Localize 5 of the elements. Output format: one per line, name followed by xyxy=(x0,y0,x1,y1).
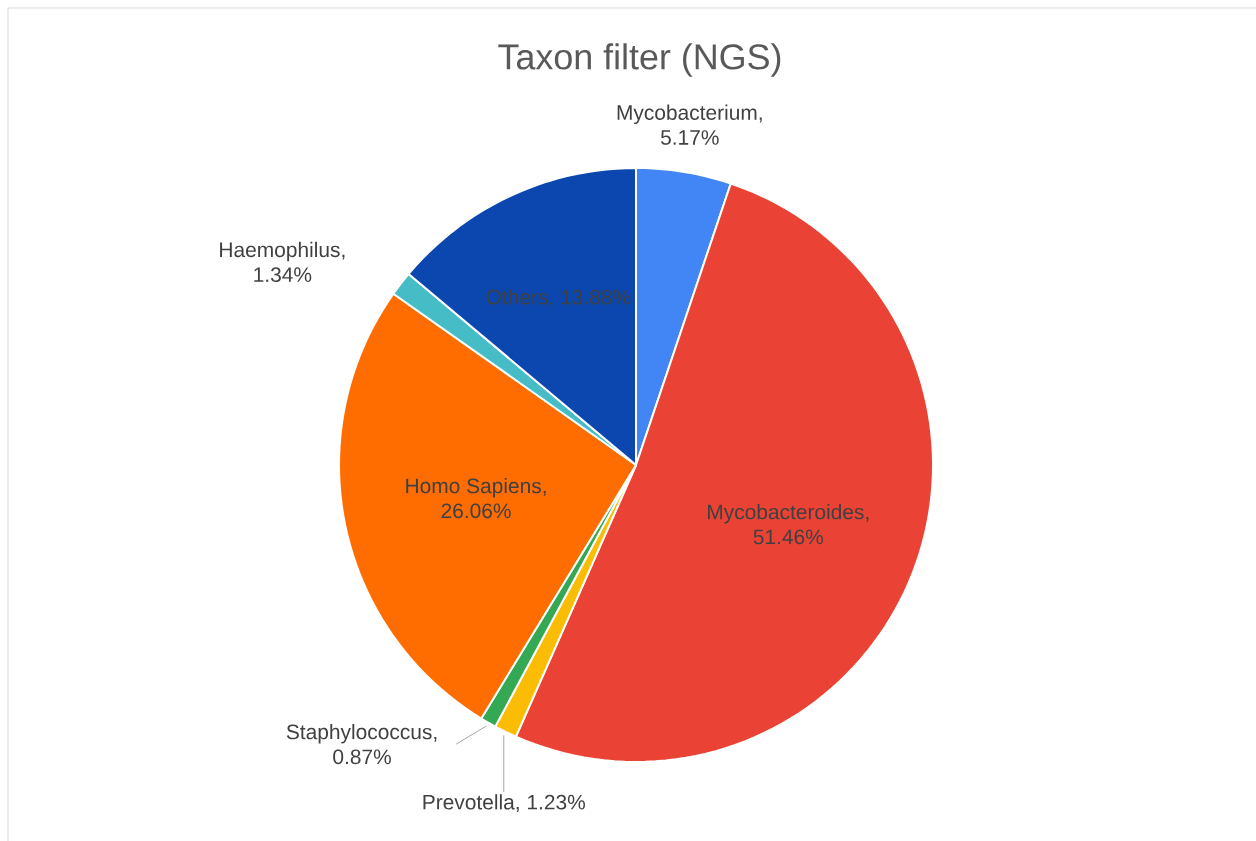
slice-label: Prevotella xyxy=(423,794,515,810)
data-label: , 1.23% xyxy=(516,794,585,813)
chart-title: Taxon filter (NGS) xyxy=(498,43,781,77)
slice-label: Others xyxy=(486,289,548,305)
data-label: , 13.88% xyxy=(550,289,631,307)
